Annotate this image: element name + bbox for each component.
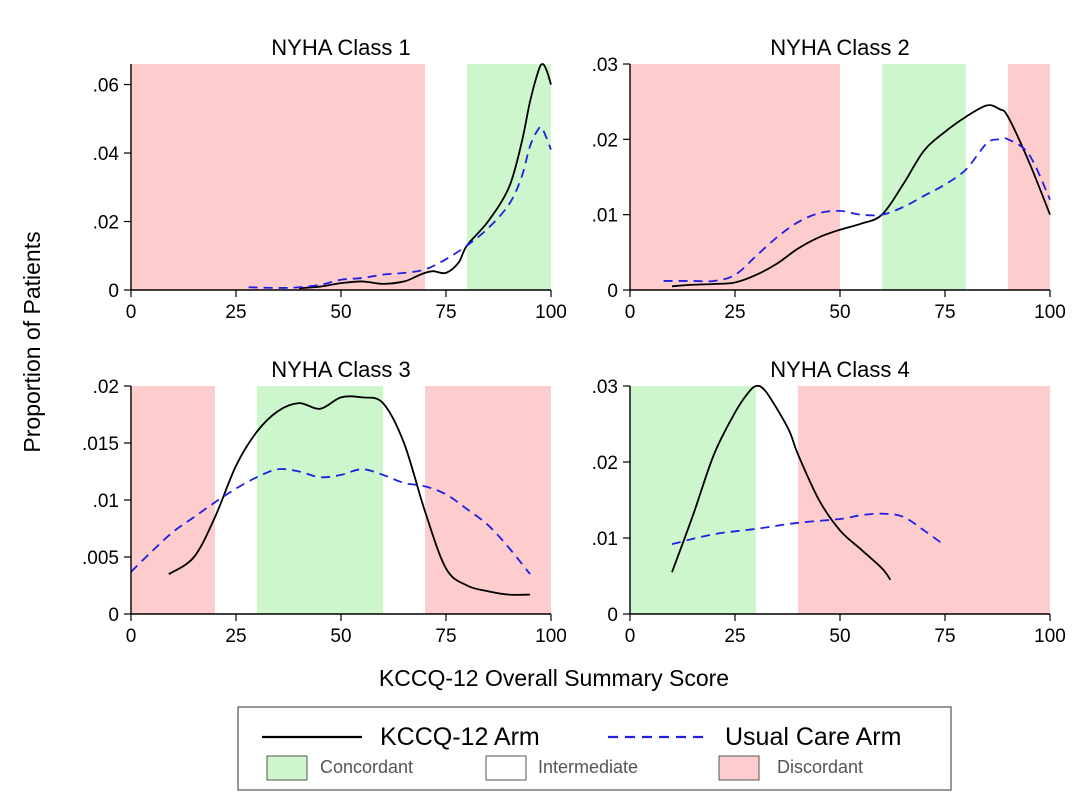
y-tick-label: .02 [93, 213, 119, 234]
x-tick-label: 0 [126, 302, 137, 323]
region-discordant-1 [131, 386, 215, 614]
region-discordant-3 [425, 386, 551, 614]
y-tick-label: .06 [93, 76, 119, 97]
legend: KCCQ-12 Arm Usual Care Arm Concordant In… [237, 706, 952, 791]
y-tick-label: .03 [592, 55, 618, 76]
panel-title: NYHA Class 1 [271, 35, 410, 60]
legend-label-concordant: Concordant [320, 757, 413, 777]
x-tick-label: 75 [435, 302, 456, 323]
y-tick-label: 0 [108, 605, 119, 626]
series-line-kccq [671, 384, 892, 581]
series-line-usual-care [130, 468, 531, 575]
legend-box [237, 706, 952, 791]
series-line-usual-care [671, 512, 946, 547]
series-line-usual-care [663, 137, 1051, 283]
region-concordant-2 [882, 64, 966, 290]
y-tick-label: .015 [82, 434, 119, 455]
y-tick-label: 0 [607, 605, 618, 626]
y-tick-label: .02 [592, 453, 618, 474]
region-concordant-2 [257, 386, 383, 614]
region-concordant-1 [630, 386, 756, 614]
series-line-kccq [168, 395, 531, 596]
x-tick-label: 50 [829, 626, 850, 647]
y-axis-title: Proportion of Patients [19, 231, 45, 452]
x-tick-label: 100 [535, 302, 567, 323]
panel-4: 0 25 50 75 100 0 .01 .02 .03 NYHA Class 4 [592, 357, 1066, 647]
y-tick-label: .01 [592, 206, 618, 227]
x-tick-label: 75 [934, 302, 955, 323]
legend-label-usual: Usual Care Arm [725, 723, 901, 751]
x-tick-label: 100 [535, 626, 567, 647]
x-tick-label: 100 [1034, 626, 1066, 647]
panel-1: 0 25 50 75 100 0 .02 .04 .06 NYHA Class 1 [93, 35, 567, 323]
x-axis-title: KCCQ-12 Overall Summary Score [379, 665, 729, 691]
region-concordant-2 [467, 64, 551, 290]
legend-swatch-intermediate [485, 755, 527, 781]
x-tick-label: 0 [625, 626, 636, 647]
region-discordant-1 [131, 64, 425, 290]
legend-label-discordant: Discordant [777, 757, 863, 777]
y-tick-label: .02 [93, 377, 119, 398]
region-discordant-2 [798, 386, 1050, 614]
panel-2: 0 25 50 75 100 0 .01 .02 .03 NYHA Class 2 [592, 35, 1066, 323]
panel-title: NYHA Class 2 [770, 35, 909, 60]
x-tick-label: 25 [724, 626, 745, 647]
panel-title: NYHA Class 3 [271, 357, 410, 382]
y-tick-label: .01 [93, 491, 119, 512]
panel-3: 0 25 50 75 100 0 .005 .01 .015 .02 NYHA Class 3 [82, 357, 567, 647]
x-tick-label: 75 [934, 626, 955, 647]
x-tick-label: 25 [225, 626, 246, 647]
y-tick-label: .04 [93, 144, 120, 165]
y-tick-label: .01 [592, 529, 618, 550]
legend-label-kccq: KCCQ-12 Arm [380, 723, 540, 751]
x-tick-label: 25 [225, 302, 246, 323]
x-tick-label: 100 [1034, 302, 1066, 323]
legend-swatch-discordant [718, 755, 760, 781]
series-line-kccq [298, 63, 552, 290]
y-tick-label: .03 [592, 377, 618, 398]
panels-layer: 0 25 50 75 100 0 .02 .04 .06 NYHA Class 1 0 25 50 75 1… [82, 35, 1066, 647]
series-line-kccq [671, 104, 1051, 288]
x-tick-label: 25 [724, 302, 745, 323]
y-tick-label: 0 [108, 281, 119, 302]
x-tick-label: 75 [435, 626, 456, 647]
series-line-usual-care [248, 125, 552, 289]
y-tick-label: .005 [82, 548, 119, 569]
x-tick-label: 50 [330, 302, 351, 323]
legend-swatch-concordant [266, 755, 308, 781]
region-discordant-3 [1008, 64, 1050, 290]
legend-label-intermediate: Intermediate [538, 757, 638, 777]
x-tick-label: 0 [126, 626, 137, 647]
y-tick-label: .02 [592, 130, 618, 151]
panel-title: NYHA Class 4 [770, 357, 909, 382]
region-discordant-1 [630, 64, 840, 290]
x-tick-label: 50 [330, 626, 351, 647]
x-tick-label: 0 [625, 302, 636, 323]
y-tick-label: 0 [607, 281, 618, 302]
x-tick-label: 50 [829, 302, 850, 323]
